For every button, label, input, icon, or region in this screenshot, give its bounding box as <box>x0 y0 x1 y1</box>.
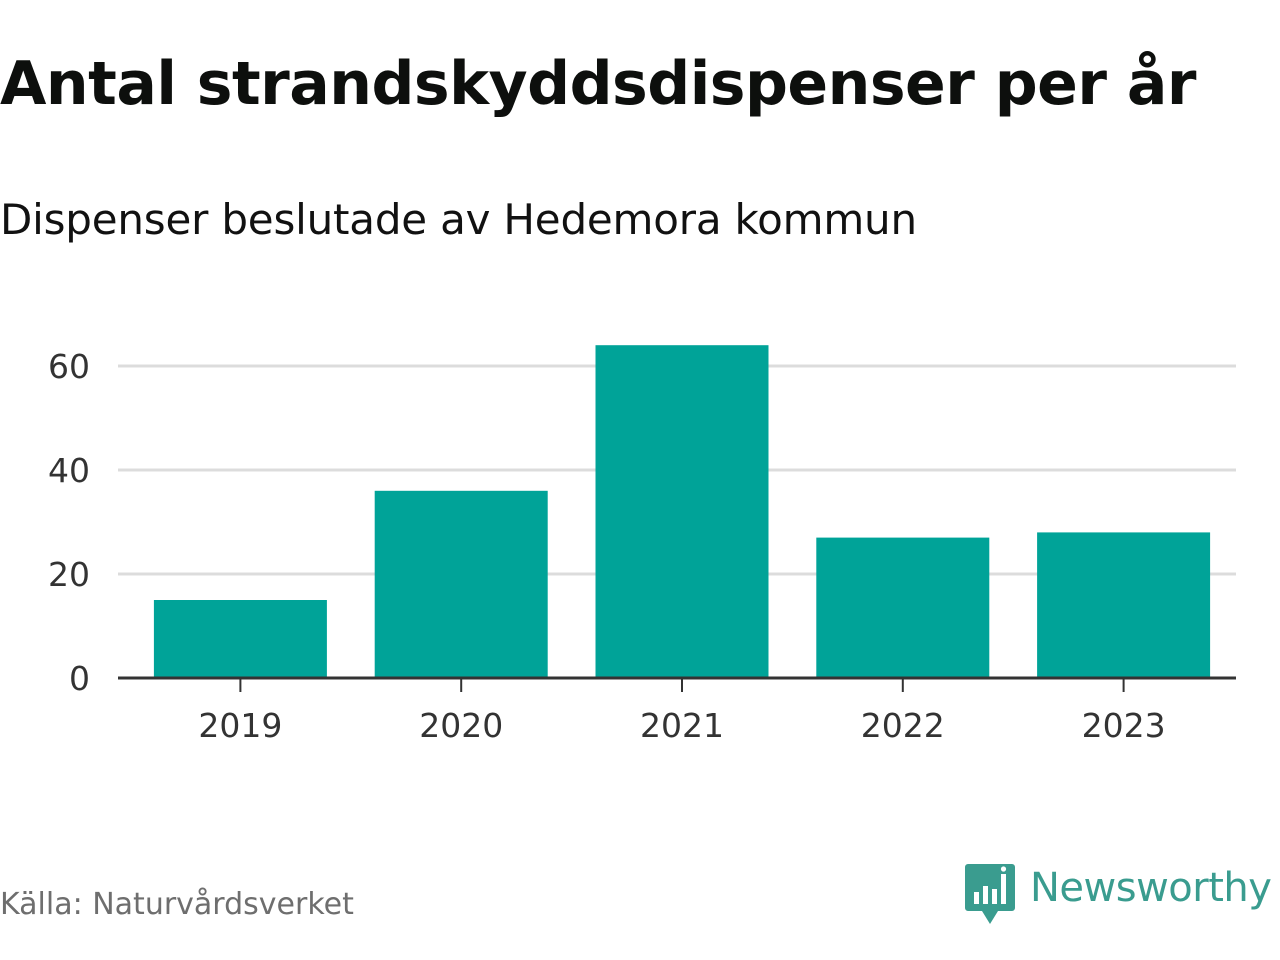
bar-2023 <box>1037 532 1211 678</box>
source-note: Källa: Naturvårdsverket <box>0 887 354 922</box>
x-tick-label: 2019 <box>198 706 282 745</box>
bar-2021 <box>595 345 769 678</box>
y-tick-label: 40 <box>48 451 90 490</box>
bar-2020 <box>374 490 548 678</box>
y-tick-label: 60 <box>48 347 90 386</box>
chart-subtitle: Dispenser beslutade av Hedemora kommun <box>0 195 917 244</box>
x-tick-label: 2021 <box>640 706 724 745</box>
bar-chart-speech-bubble-icon <box>965 864 1015 924</box>
x-tick-label: 2023 <box>1082 706 1166 745</box>
brand-logo: Newsworthy <box>964 862 1272 928</box>
x-tick-label: 2022 <box>861 706 945 745</box>
x-tick-label: 2020 <box>419 706 503 745</box>
chart-title: Antal strandskyddsdispenser per år <box>0 49 1196 119</box>
bar-2022 <box>816 537 990 678</box>
bars <box>153 345 1211 678</box>
tick-labels: 0 20 40 60 2019 2020 2021 2022 2023 <box>48 347 1166 745</box>
bar-2019 <box>153 600 327 678</box>
y-tick-label: 0 <box>69 659 90 698</box>
y-tick-label: 20 <box>48 555 90 594</box>
brand-name: Newsworthy <box>1030 865 1272 911</box>
bar-chart: 0 20 40 60 2019 2020 2021 2022 2023 <box>48 345 1236 745</box>
axes <box>118 676 1236 692</box>
